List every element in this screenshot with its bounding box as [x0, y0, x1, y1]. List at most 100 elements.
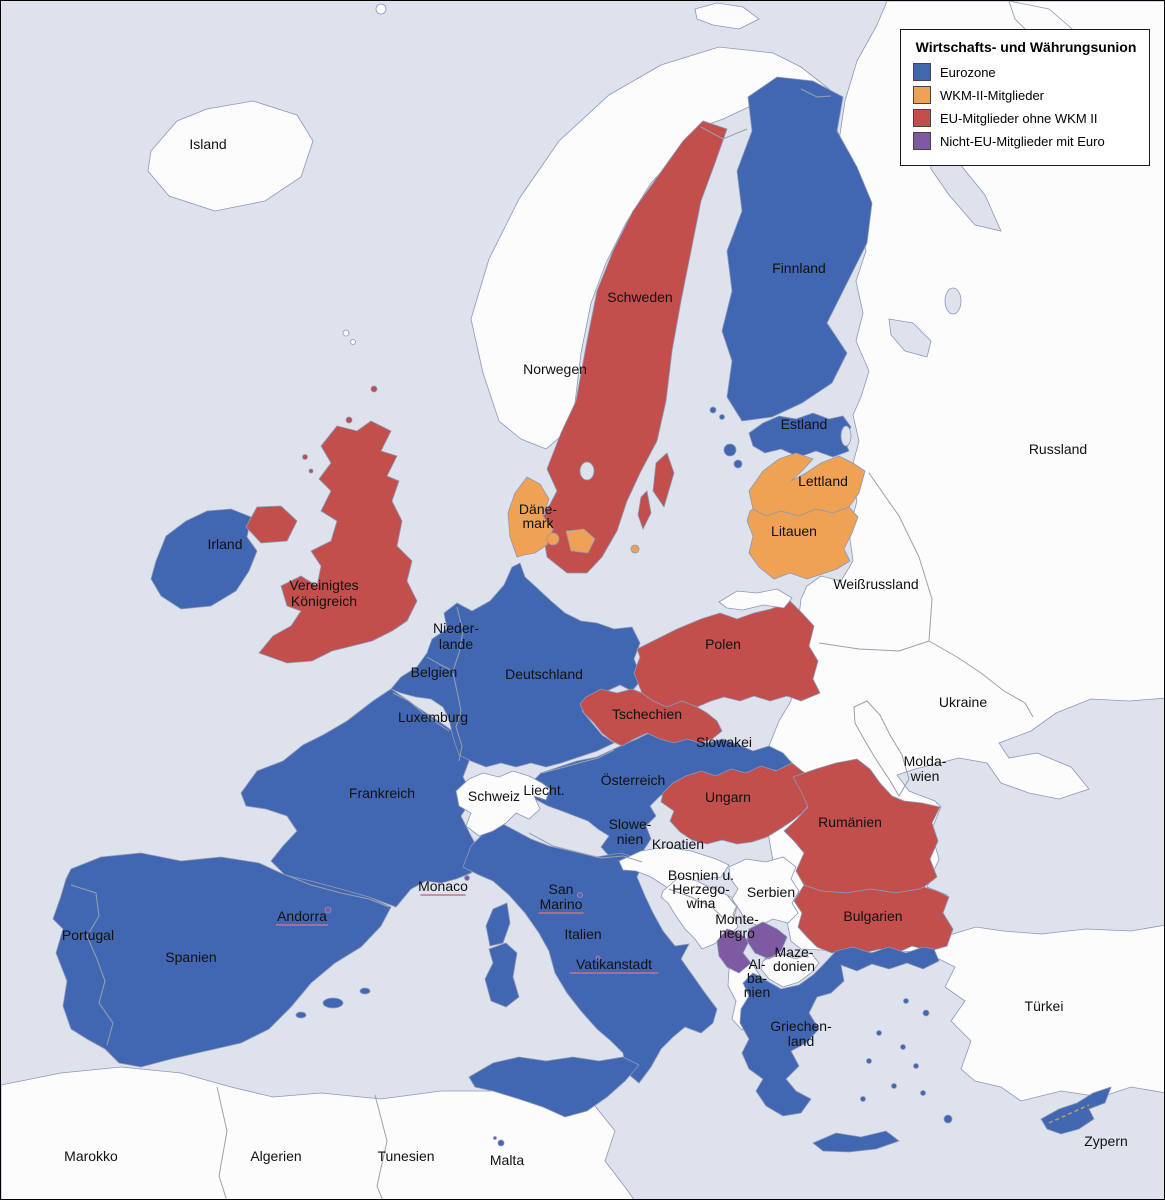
- label-slowenien: Slowe-nien: [609, 816, 652, 847]
- island-orkney: [345, 416, 353, 424]
- label-trkei: Türkei: [1025, 998, 1064, 1014]
- border-ua-ru: [928, 640, 1034, 718]
- label-norwegen: Norwegen: [523, 361, 587, 377]
- island-malta: [497, 1139, 505, 1147]
- cyprus-demarcation-line: [1048, 1104, 1090, 1124]
- legend-row-nicht-eu: Nicht-EU-Mitglieder mit Euro: [913, 132, 1139, 150]
- dot-san-marino: [577, 892, 583, 898]
- dot-vatikanstadt: [595, 955, 601, 961]
- border-at-it: [528, 832, 643, 863]
- label-bosnienuherzegowina: Bosnien u. Herzego-wina: [668, 867, 734, 911]
- wkm2-swatch: [913, 86, 931, 104]
- country-borders: [70, 88, 1034, 1199]
- lake-peipus: [840, 425, 852, 447]
- country-ungarn: [660, 762, 815, 845]
- label-dnemark: Däne-mark: [519, 501, 557, 531]
- island-malta: [493, 1136, 497, 1140]
- border-be-nl: [426, 656, 454, 672]
- label-niederlande: Nieder-lande: [433, 620, 479, 652]
- wkm2-countries: [507, 452, 866, 580]
- island-kreta: [812, 1130, 900, 1153]
- label-schweden: Schweden: [607, 289, 672, 305]
- border-nl-de: [452, 606, 464, 672]
- island-hiiumaa: [733, 459, 743, 469]
- lake-ladoga: [888, 318, 932, 358]
- aegean-island: [900, 1044, 906, 1050]
- island-sardinien: [484, 942, 520, 1008]
- label-estland: Estland: [781, 416, 828, 432]
- island-hebrides: [308, 468, 314, 474]
- border-fr-be: [392, 692, 450, 732]
- border-pt-es: [70, 884, 114, 1046]
- label-lettland: Lettland: [798, 473, 848, 489]
- label-tunesien: Tunesien: [377, 1148, 434, 1164]
- label-irland: Irland: [207, 536, 242, 552]
- eu-ohne-wkm2-label: EU-Mitglieder ohne WKM II: [940, 110, 1098, 126]
- country-griechenland: [739, 946, 940, 1117]
- aegean-island: [922, 1009, 930, 1017]
- border-rs-mk: [763, 953, 810, 960]
- aegean-island: [860, 1096, 866, 1102]
- region-nordirland: [245, 505, 298, 544]
- island-shetland: [370, 385, 378, 393]
- eu-ohne-wkm2-countries: [245, 120, 954, 954]
- border-no-fi: [700, 126, 748, 140]
- label-italien: Italien: [564, 926, 601, 942]
- label-montenegro: Monte-negro: [715, 911, 759, 941]
- eurozone-swatch: [913, 63, 931, 81]
- label-litauen: Litauen: [771, 523, 817, 539]
- country-mazedonien: [760, 952, 820, 988]
- faroe-islands: [342, 329, 350, 337]
- label-ungarn: Ungarn: [705, 789, 751, 805]
- country-island: [147, 100, 314, 212]
- eurozone-label: Eurozone: [940, 64, 996, 80]
- lakes: [579, 148, 1002, 481]
- island-aland: [709, 406, 717, 414]
- label-deutschland: Deutschland: [505, 666, 583, 682]
- label-weirussland: Weißrussland: [833, 576, 918, 592]
- dot-andorra: [324, 906, 332, 914]
- label-monaco: Monaco: [418, 878, 468, 894]
- island-oeland: [637, 490, 652, 531]
- label-zypern: Zypern: [1084, 1133, 1128, 1149]
- label-vatikanstadt: Vatikanstadt: [576, 956, 652, 972]
- label-polen: Polen: [705, 636, 741, 652]
- legend-row-wkm2: WKM-II-Mitglieder: [913, 86, 1139, 104]
- aegean-island: [903, 998, 909, 1004]
- island-fuenen: [546, 532, 560, 546]
- island-speck: [375, 3, 387, 15]
- country-spanien-portugal: [52, 852, 392, 1068]
- label-frankreich: Frankreich: [349, 785, 415, 801]
- island-rhodos: [943, 1114, 953, 1124]
- label-marokko: Marokko: [64, 1148, 118, 1164]
- label-russland: Russland: [1029, 441, 1087, 457]
- nicht-eu-mit-euro-countries: [716, 921, 788, 974]
- eu-ohne-wkm2-swatch: [913, 109, 931, 127]
- label-kroatien: Kroatien: [652, 836, 704, 852]
- country-daenemark: [507, 476, 554, 558]
- border-by-ua: [818, 640, 930, 652]
- border-ba-rs: [726, 894, 738, 924]
- nicht-eu-swatch: [913, 132, 931, 150]
- micro-state-dots: [324, 875, 601, 961]
- wkm2-label: WKM-II-Mitglieder: [940, 87, 1045, 103]
- country-montenegro: [716, 928, 752, 974]
- neutral-overrides: [455, 588, 820, 1031]
- island-bornholm: [630, 544, 640, 554]
- border-fr-de: [452, 672, 463, 762]
- label-belgien: Belgien: [411, 664, 458, 680]
- label-sterreich: Österreich: [601, 771, 666, 788]
- border-de-at: [541, 749, 615, 774]
- lake-vaenern: [579, 461, 595, 481]
- island-hebrides: [302, 454, 308, 460]
- country-tuerkei: [926, 924, 1164, 1102]
- label-tschechien: Tschechien: [612, 706, 682, 722]
- island-aland: [719, 414, 725, 420]
- island-sizilien: [468, 1056, 640, 1118]
- border-hr-ba: [668, 888, 725, 920]
- label-albanien: Al-ba-nien: [744, 956, 770, 1000]
- label-sanmarino: San Marino: [540, 881, 583, 912]
- country-schweden: [540, 120, 728, 574]
